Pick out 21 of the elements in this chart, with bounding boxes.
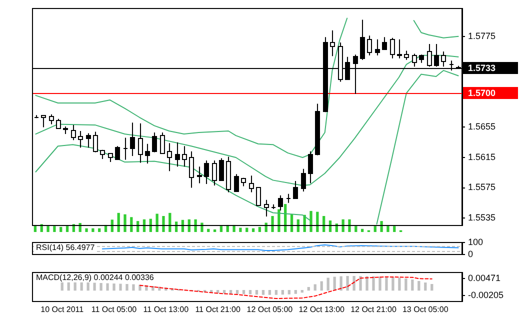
x-tick-label: 11 Oct 13:00 bbox=[143, 305, 190, 314]
y-tick-label: 1.5775 bbox=[468, 30, 496, 41]
y-tick-label: 1.5535 bbox=[468, 212, 496, 223]
y-tick-label: -0.00205 bbox=[468, 290, 504, 300]
x-tick-label: 10 Oct 2011 bbox=[40, 305, 84, 314]
y-tick-label: 1.5575 bbox=[468, 182, 496, 192]
ref-line-label: 1.5733 bbox=[468, 62, 496, 73]
x-tick-label: 13 Oct 05:00 bbox=[402, 305, 449, 314]
chart-title: RSI(14) 56.4977 bbox=[36, 243, 96, 252]
y-tick-label: 1.5655 bbox=[468, 122, 496, 132]
chart-title: MACD(12,26,9) 0.00244 0.00336 bbox=[36, 273, 154, 282]
y-tick-label: 1.5615 bbox=[468, 152, 496, 162]
y-tick-label: 100 bbox=[468, 236, 484, 247]
x-tick-label: 11 Oct 05:00 bbox=[91, 305, 138, 314]
x-tick-label: 12 Oct 21:00 bbox=[350, 305, 397, 314]
x-tick-label: 12 Oct 05:00 bbox=[246, 305, 294, 314]
x-tick-label: 12 Oct 13:00 bbox=[298, 305, 346, 314]
y-tick-label: 0.00471 bbox=[468, 273, 501, 284]
ref-line-label: 1.5700 bbox=[468, 88, 496, 98]
x-tick-label: 11 Oct 21:00 bbox=[195, 305, 241, 314]
y-tick-label: 0 bbox=[468, 249, 474, 260]
